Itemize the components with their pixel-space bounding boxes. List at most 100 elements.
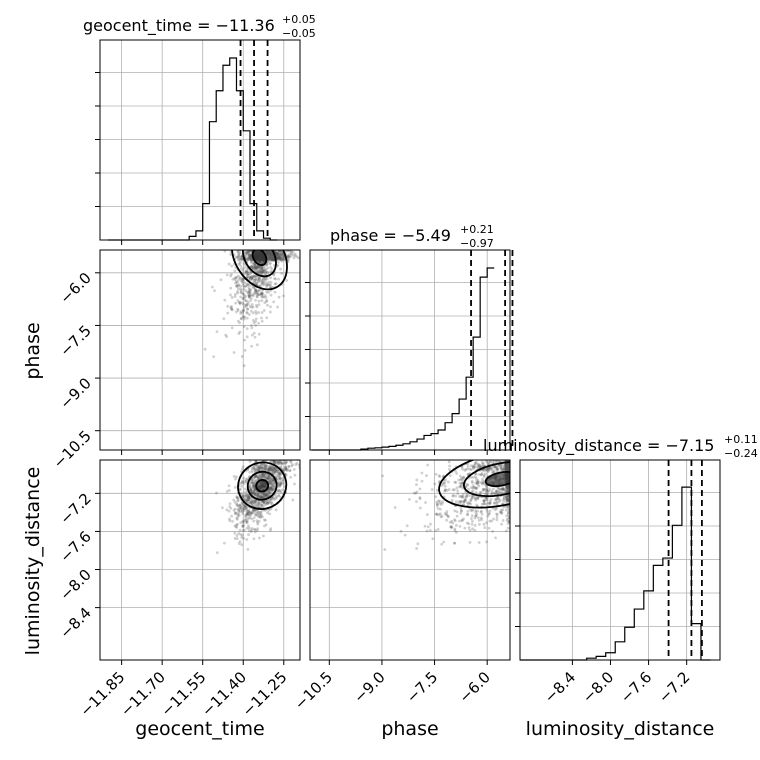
scatter-point (245, 303, 248, 306)
scatter-point (507, 493, 510, 497)
scatter-point (473, 465, 477, 469)
scatter-point (247, 293, 251, 297)
scatter-point (485, 521, 488, 525)
scatter-point (261, 271, 264, 274)
scatter-point (286, 467, 289, 471)
scatter-point (268, 467, 272, 471)
scatter-point (253, 264, 257, 268)
scatter-point (293, 473, 297, 477)
scatter-point (462, 476, 466, 480)
scatter-point (507, 466, 510, 470)
scatter-point (477, 484, 481, 488)
scatter-point (275, 254, 279, 258)
scatter-point (268, 252, 272, 256)
scatter-point (265, 454, 268, 457)
scatter-point (262, 501, 266, 505)
scatter-point (260, 299, 264, 303)
scatter-point (505, 464, 509, 467)
scatter-point (505, 485, 508, 489)
scatter-point (293, 437, 296, 440)
scatter-point (490, 468, 494, 472)
scatter-point (238, 302, 242, 306)
scatter-point (268, 251, 272, 255)
scatter-point (506, 499, 509, 503)
scatter-point (250, 480, 254, 484)
scatter-point (245, 512, 249, 516)
scatter-point (237, 283, 241, 287)
scatter-point (268, 257, 271, 260)
scatter-point (253, 266, 257, 270)
scatter-point (267, 259, 270, 262)
scatter-point (236, 256, 240, 260)
scatter-point (278, 472, 282, 475)
scatter-point (282, 456, 285, 459)
scatter-point (253, 528, 257, 532)
scatter-point (280, 250, 284, 254)
scatter-point (504, 466, 508, 469)
scatter-point (507, 463, 510, 467)
scatter-point (252, 486, 256, 490)
scatter-point (263, 277, 267, 281)
scatter-point (274, 508, 278, 512)
scatter-point (505, 462, 509, 466)
scatter-point (254, 292, 258, 296)
scatter-point (277, 454, 280, 457)
scatter-point (504, 462, 508, 466)
scatter-point (242, 309, 245, 312)
scatter-point (460, 477, 463, 480)
scatter-point (506, 466, 510, 470)
scatter-point (268, 250, 272, 253)
scatter-point (506, 485, 510, 488)
scatter-point (494, 498, 497, 501)
scatter-point (468, 494, 471, 498)
scatter-point (474, 498, 478, 502)
contour-level-2 (246, 470, 278, 501)
scatter-point (253, 484, 256, 488)
scatter-point (267, 280, 271, 284)
scatter-point (507, 468, 510, 472)
scatter-point (258, 474, 262, 478)
scatter-point (473, 463, 476, 467)
scatter-point (252, 281, 256, 284)
scatter-point (233, 537, 237, 540)
scatter-point (270, 254, 274, 257)
scatter-point (430, 488, 434, 491)
scatter-point (504, 462, 508, 466)
scatter-point (281, 257, 285, 261)
scatter-point (435, 504, 439, 508)
scatter-point (504, 529, 508, 533)
scatter-point (282, 255, 286, 259)
scatter-point (488, 509, 492, 513)
scatter-point (249, 256, 253, 260)
scatter-point (468, 540, 472, 544)
scatter-point (253, 269, 257, 272)
scatter-point (476, 496, 480, 499)
scatter-point (284, 468, 288, 471)
scatter-point (255, 274, 258, 278)
scatter-point (235, 284, 238, 288)
scatter-point (259, 506, 263, 509)
scatter-point (276, 263, 280, 267)
scatter-point (291, 250, 295, 254)
scatter-point (247, 509, 251, 513)
scatter-point (244, 493, 248, 497)
scatter-point (249, 255, 252, 259)
scatter-point (247, 250, 251, 253)
scatter-point (443, 481, 447, 485)
scatter-point (231, 520, 234, 523)
scatter-point (244, 494, 247, 498)
scatter-point (437, 499, 440, 503)
scatter-point (238, 321, 242, 325)
scatter-point (276, 494, 280, 498)
scatter-point (268, 258, 272, 262)
scatter-point (247, 250, 250, 254)
scatter-point (506, 466, 509, 470)
scatter-point (455, 486, 459, 490)
scatter-point (286, 254, 290, 258)
scatter-point (482, 473, 486, 477)
scatter-point (243, 299, 247, 302)
contour-level-1 (237, 461, 288, 510)
scatter-point (480, 460, 484, 464)
scatter-point (268, 488, 272, 492)
tick-label-y: −7.6 (56, 528, 94, 566)
